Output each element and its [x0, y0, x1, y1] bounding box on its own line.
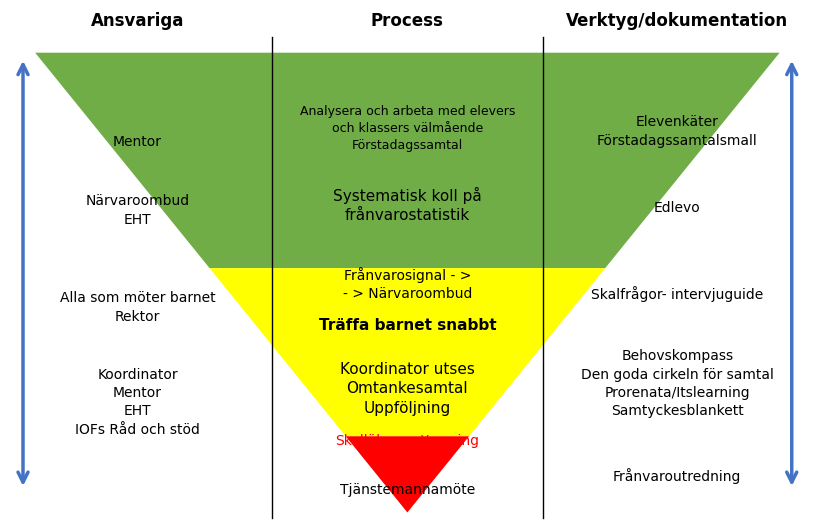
Text: Koordinator
Mentor
EHT
IOFs Råd och stöd: Koordinator Mentor EHT IOFs Råd och stöd	[75, 367, 200, 436]
Text: Skalfrågor- intervjuguide: Skalfrågor- intervjuguide	[590, 286, 762, 302]
Text: Träffa barnet snabbt: Träffa barnet snabbt	[318, 319, 495, 333]
Text: Tjänstemannamöte: Tjänstemannamöte	[339, 483, 474, 497]
Text: Alla som möter barnet
Rektor: Alla som möter barnet Rektor	[60, 292, 215, 324]
Text: Frånvarosignal - >
- > Närvaroombud: Frånvarosignal - > - > Närvaroombud	[342, 267, 472, 301]
Text: Koordinator utses
Omtankesamtal
Uppföljning: Koordinator utses Omtankesamtal Uppföljn…	[340, 362, 474, 416]
Polygon shape	[346, 436, 468, 512]
Polygon shape	[35, 53, 779, 268]
Text: Frånvaroutredning: Frånvaroutredning	[613, 468, 740, 484]
Text: Skolläkarmottagning
SIP: Skolläkarmottagning SIP	[335, 434, 479, 467]
Text: Elevenkäter
Förstadagssamtalsmall: Elevenkäter Förstadagssamtalsmall	[596, 115, 757, 148]
Text: Edlevo: Edlevo	[653, 201, 699, 215]
Text: Systematisk koll på
frånvarostatistik: Systematisk koll på frånvarostatistik	[333, 187, 481, 224]
Text: Analysera och arbeta med elevers
och klassers välmående
Förstadagssamtal: Analysera och arbeta med elevers och kla…	[299, 105, 514, 152]
Text: Mentor: Mentor	[113, 135, 162, 149]
Polygon shape	[210, 268, 604, 436]
Text: Ansvariga: Ansvariga	[91, 12, 184, 30]
Text: Närvaroombud
EHT: Närvaroombud EHT	[85, 194, 189, 227]
Text: Verktyg/dokumentation: Verktyg/dokumentation	[565, 12, 787, 30]
Text: Behovskompass
Den goda cirkeln för samtal
Prorenata/Itslearning
Samtyckesblanket: Behovskompass Den goda cirkeln för samta…	[580, 349, 773, 418]
Text: Process: Process	[370, 12, 443, 30]
